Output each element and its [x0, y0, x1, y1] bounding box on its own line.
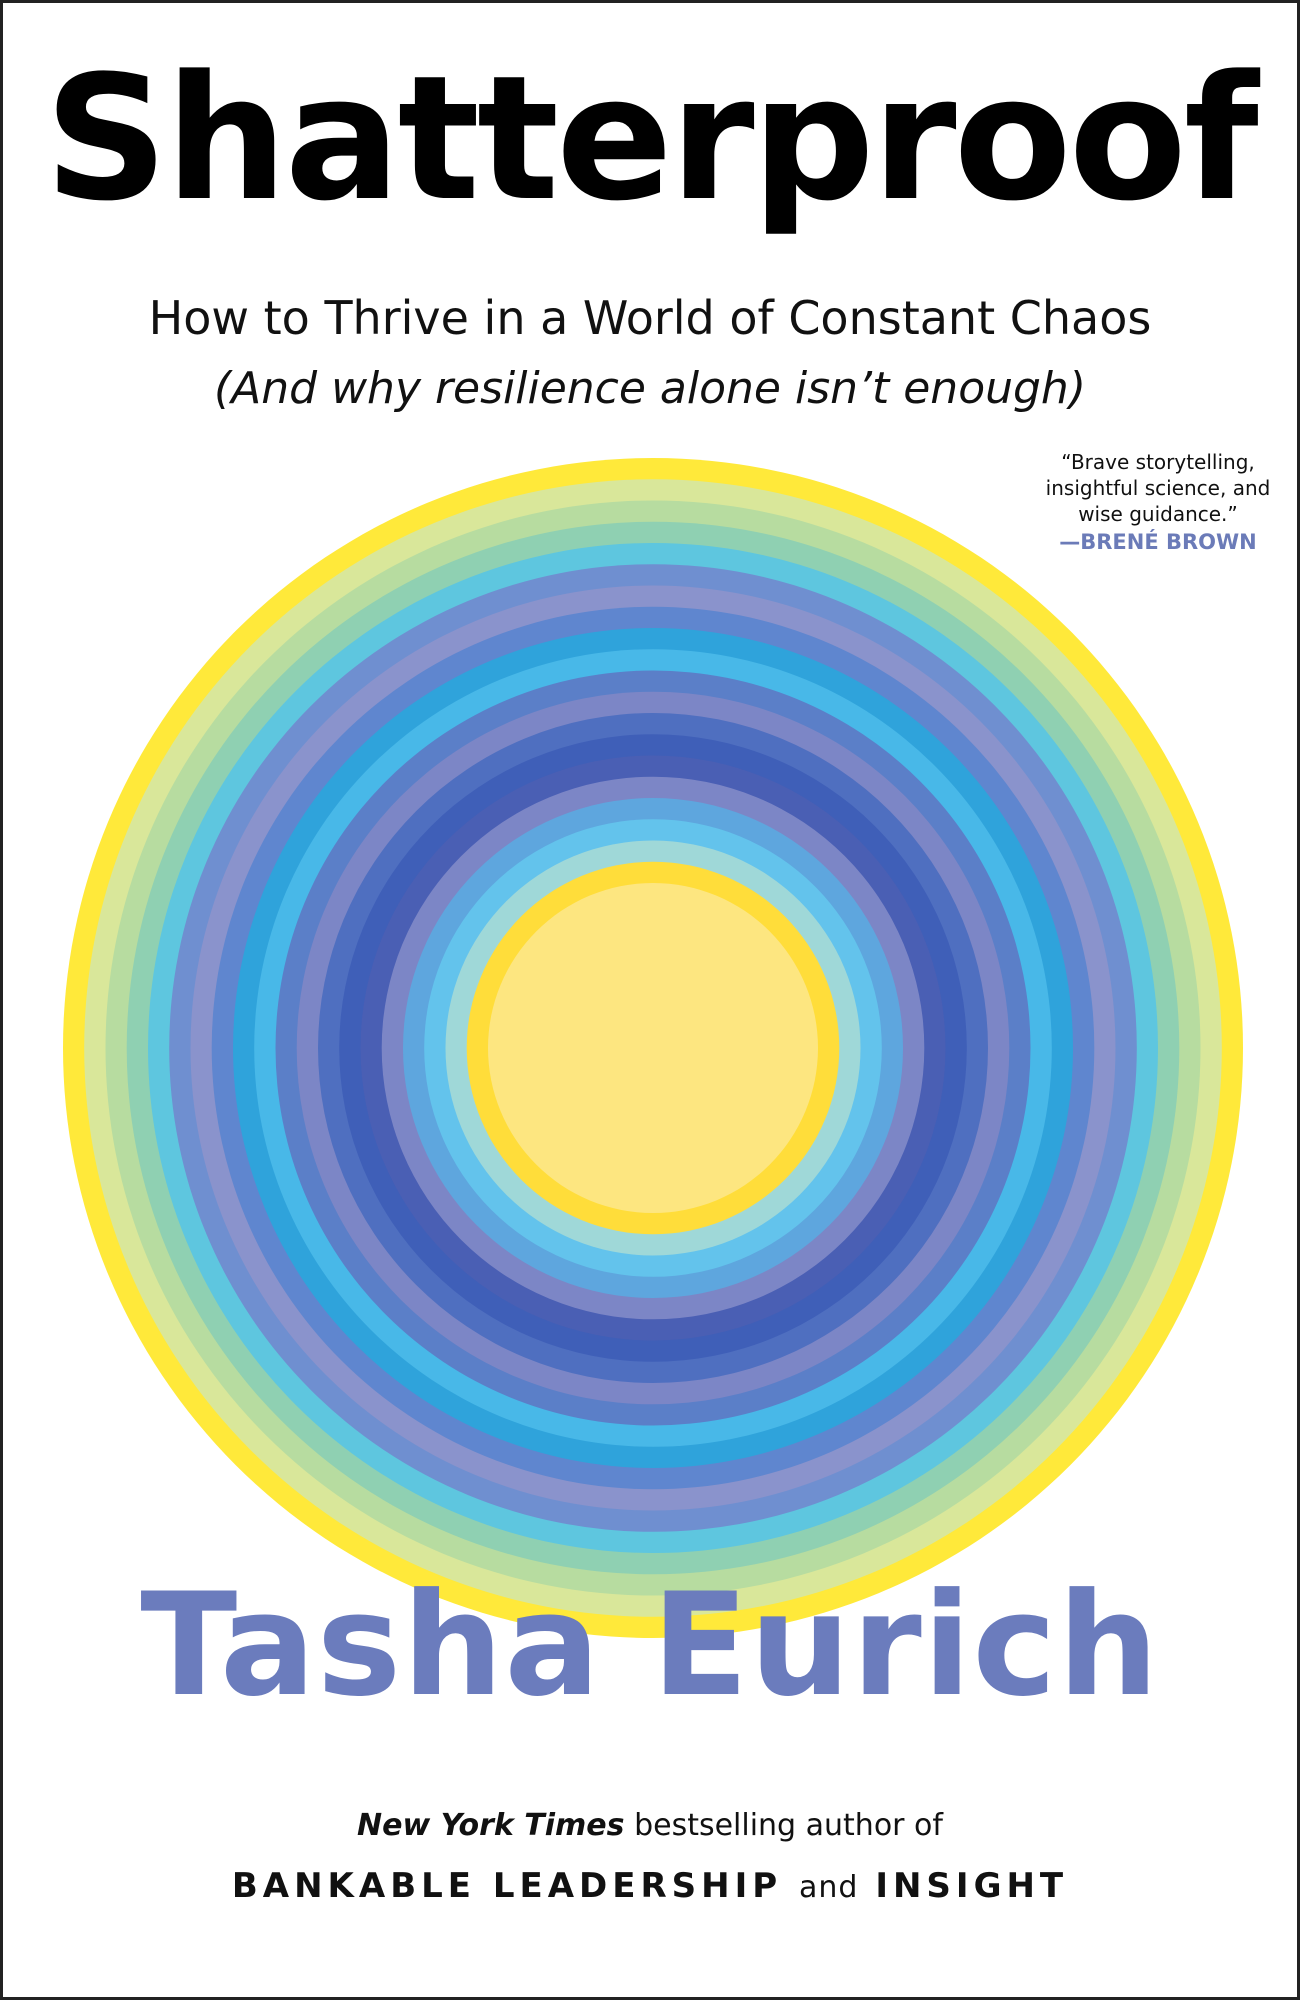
book-insight: INSIGHT: [875, 1866, 1069, 1906]
book-subtitle-secondary: (And why resilience alone isn’t enough): [214, 363, 1086, 414]
publication-name: New York Times: [357, 1808, 625, 1843]
book-bankable-leadership: BANKABLE LEADERSHIP: [231, 1866, 783, 1906]
concentric-circles-art: [63, 458, 1243, 1638]
author-credential: New York Times bestselling author of: [3, 1811, 1297, 1841]
book-subtitle: How to Thrive in a World of Constant Cha…: [148, 291, 1152, 345]
author-name: Tasha Eurich: [140, 1563, 1160, 1728]
quote-line: “Brave storytelling,: [1061, 450, 1255, 474]
previous-books: BANKABLE LEADERSHIP and INSIGHT: [3, 1869, 1297, 1903]
quote-line: insightful science, and: [1045, 476, 1271, 500]
book-title: Shatterproof: [44, 38, 1258, 239]
quote-attribution: —BRENÉ BROWN: [1059, 530, 1257, 554]
endorsement-quote: “Brave storytelling, insightful science,…: [1023, 449, 1293, 555]
quote-line: wise guidance.”: [1078, 502, 1238, 526]
credential-text: bestselling author of: [634, 1808, 943, 1843]
sun-center: [488, 883, 818, 1213]
books-connector: and: [799, 1870, 859, 1905]
